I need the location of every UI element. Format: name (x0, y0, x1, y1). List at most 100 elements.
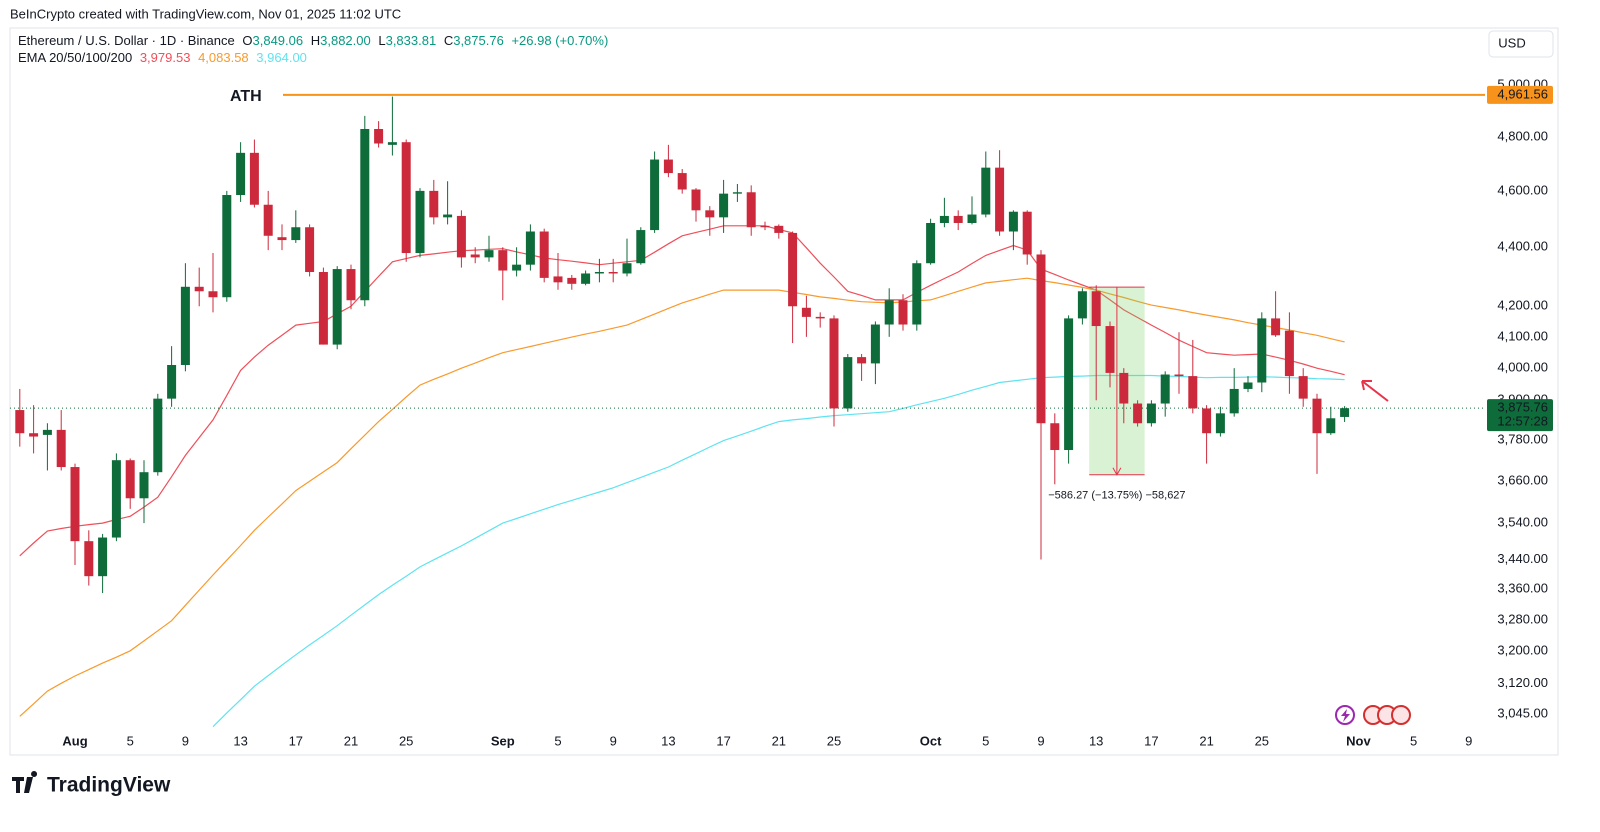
currency-button[interactable] (1488, 30, 1554, 58)
symbol-header: Ethereum / U.S. Dollar · 1D · Binance O3… (18, 33, 608, 48)
candle-body (926, 222, 936, 264)
candle-body (277, 237, 287, 241)
candle-body (553, 276, 563, 283)
candle-body (180, 286, 190, 365)
x-tick-label: 5 (982, 733, 989, 748)
candle-body (456, 215, 466, 258)
candle-body (953, 215, 963, 223)
candle-body (995, 167, 1005, 232)
candle-body (139, 472, 149, 499)
ohlc-key: O (242, 33, 252, 48)
candle-body (84, 541, 94, 577)
candle-body (663, 159, 673, 174)
candle-body (594, 272, 604, 274)
y-tick-label: 3,280.00 (1497, 611, 1548, 626)
y-tick-label: 4,800.00 (1497, 128, 1548, 143)
ema-line (19, 225, 1345, 557)
ohlc-value: 3,833.81 (386, 33, 437, 48)
candle-body (1022, 211, 1032, 255)
candle-body (1271, 318, 1281, 336)
candle-body (153, 398, 163, 473)
x-tick-label: 13 (233, 733, 247, 748)
ohlc-value: 3,849.06 (253, 33, 304, 48)
ohlc-value: 3,882.00 (320, 33, 371, 48)
candle-body (222, 195, 232, 298)
candle-body (788, 232, 798, 307)
candle-body (263, 204, 273, 236)
candle-body (650, 159, 660, 231)
icon[interactable] (1391, 705, 1411, 725)
pointer-arrow (1361, 380, 1389, 402)
currency[interactable]: USD (1498, 35, 1525, 50)
x-tick-label: 21 (1199, 733, 1213, 748)
candle-body (291, 227, 301, 241)
ema-value: 4,083.58 (198, 50, 249, 65)
logo: TradingView (12, 771, 171, 797)
candle-body (1215, 413, 1225, 434)
candle-body (42, 429, 52, 435)
candle-body (981, 167, 991, 215)
candle-body (318, 272, 328, 345)
x-tick-label: 17 (716, 733, 730, 748)
x-tick-label: 5 (1410, 733, 1417, 748)
candle-body (719, 193, 729, 218)
x-tick-label: 25 (399, 733, 413, 748)
x-tick-label: Oct (920, 733, 942, 748)
candle-body (636, 230, 646, 264)
plot-lines (19, 225, 1345, 728)
measure-label: −586.27 (−13.75%) −58,627 (1048, 490, 1185, 502)
ohlc-value: 3,875.76 (453, 33, 504, 48)
candle-body (1229, 388, 1239, 414)
candle-body (236, 152, 246, 196)
candle-body (843, 357, 853, 409)
x-tick-label: 5 (554, 733, 561, 748)
change: +26.98 (+0.70%) (511, 33, 608, 48)
candle-body (1008, 211, 1018, 232)
candle-body (1105, 326, 1115, 373)
candle-body (387, 142, 397, 145)
x-tick-label: 25 (1255, 733, 1269, 748)
y-tick-label: 3,200.00 (1497, 643, 1548, 658)
candle-body (194, 286, 204, 292)
x-tick-label: 25 (827, 733, 841, 748)
x-tick-label: 17 (289, 733, 303, 748)
x-tick-label: 9 (1037, 733, 1044, 748)
candle-body (498, 250, 508, 271)
candle-body (691, 189, 701, 211)
ohlc-key: H (311, 33, 320, 48)
candle-body (1284, 330, 1294, 377)
ema-header: EMA 20/50/100/200 3,979.53 4,083.58 3,96… (18, 50, 307, 65)
candle-body (1160, 374, 1170, 404)
plot: 5,000.004,800.004,600.004,400.004,200.00… (10, 77, 1553, 748)
ohlc-key: L (378, 33, 385, 48)
candle-body (1312, 398, 1322, 434)
y-tick-label: 4,200.00 (1497, 298, 1548, 313)
event-icons (1335, 705, 1411, 725)
candle-body (249, 152, 259, 205)
last-price-label: 3,875.76 (1497, 400, 1548, 415)
title: Ethereum / U.S. Dollar · 1D · Binance (18, 33, 235, 48)
candle-body (360, 128, 370, 301)
ohlc-key: C (444, 33, 453, 48)
y-tick-label: 3,660.00 (1497, 472, 1548, 487)
candle-body (732, 192, 742, 194)
candle-body (1091, 291, 1101, 327)
ema-line (212, 374, 1345, 728)
x-tick-label: 21 (772, 733, 786, 748)
y-tick-label: 3,120.00 (1497, 675, 1548, 690)
ath-text: ATH (230, 88, 262, 105)
candle-body (870, 324, 880, 364)
candle-body (429, 190, 439, 218)
ema-value: 3,964.00 (256, 50, 307, 65)
candle-body (608, 272, 618, 274)
candle-body (125, 460, 135, 499)
ath-price-label: 4,961.56 (1497, 86, 1548, 101)
candle-body (346, 269, 356, 301)
candle-body (1257, 318, 1267, 383)
x-tick-label: Nov (1346, 733, 1371, 748)
candle-body (705, 210, 715, 218)
x-tick-label: 9 (182, 733, 189, 748)
